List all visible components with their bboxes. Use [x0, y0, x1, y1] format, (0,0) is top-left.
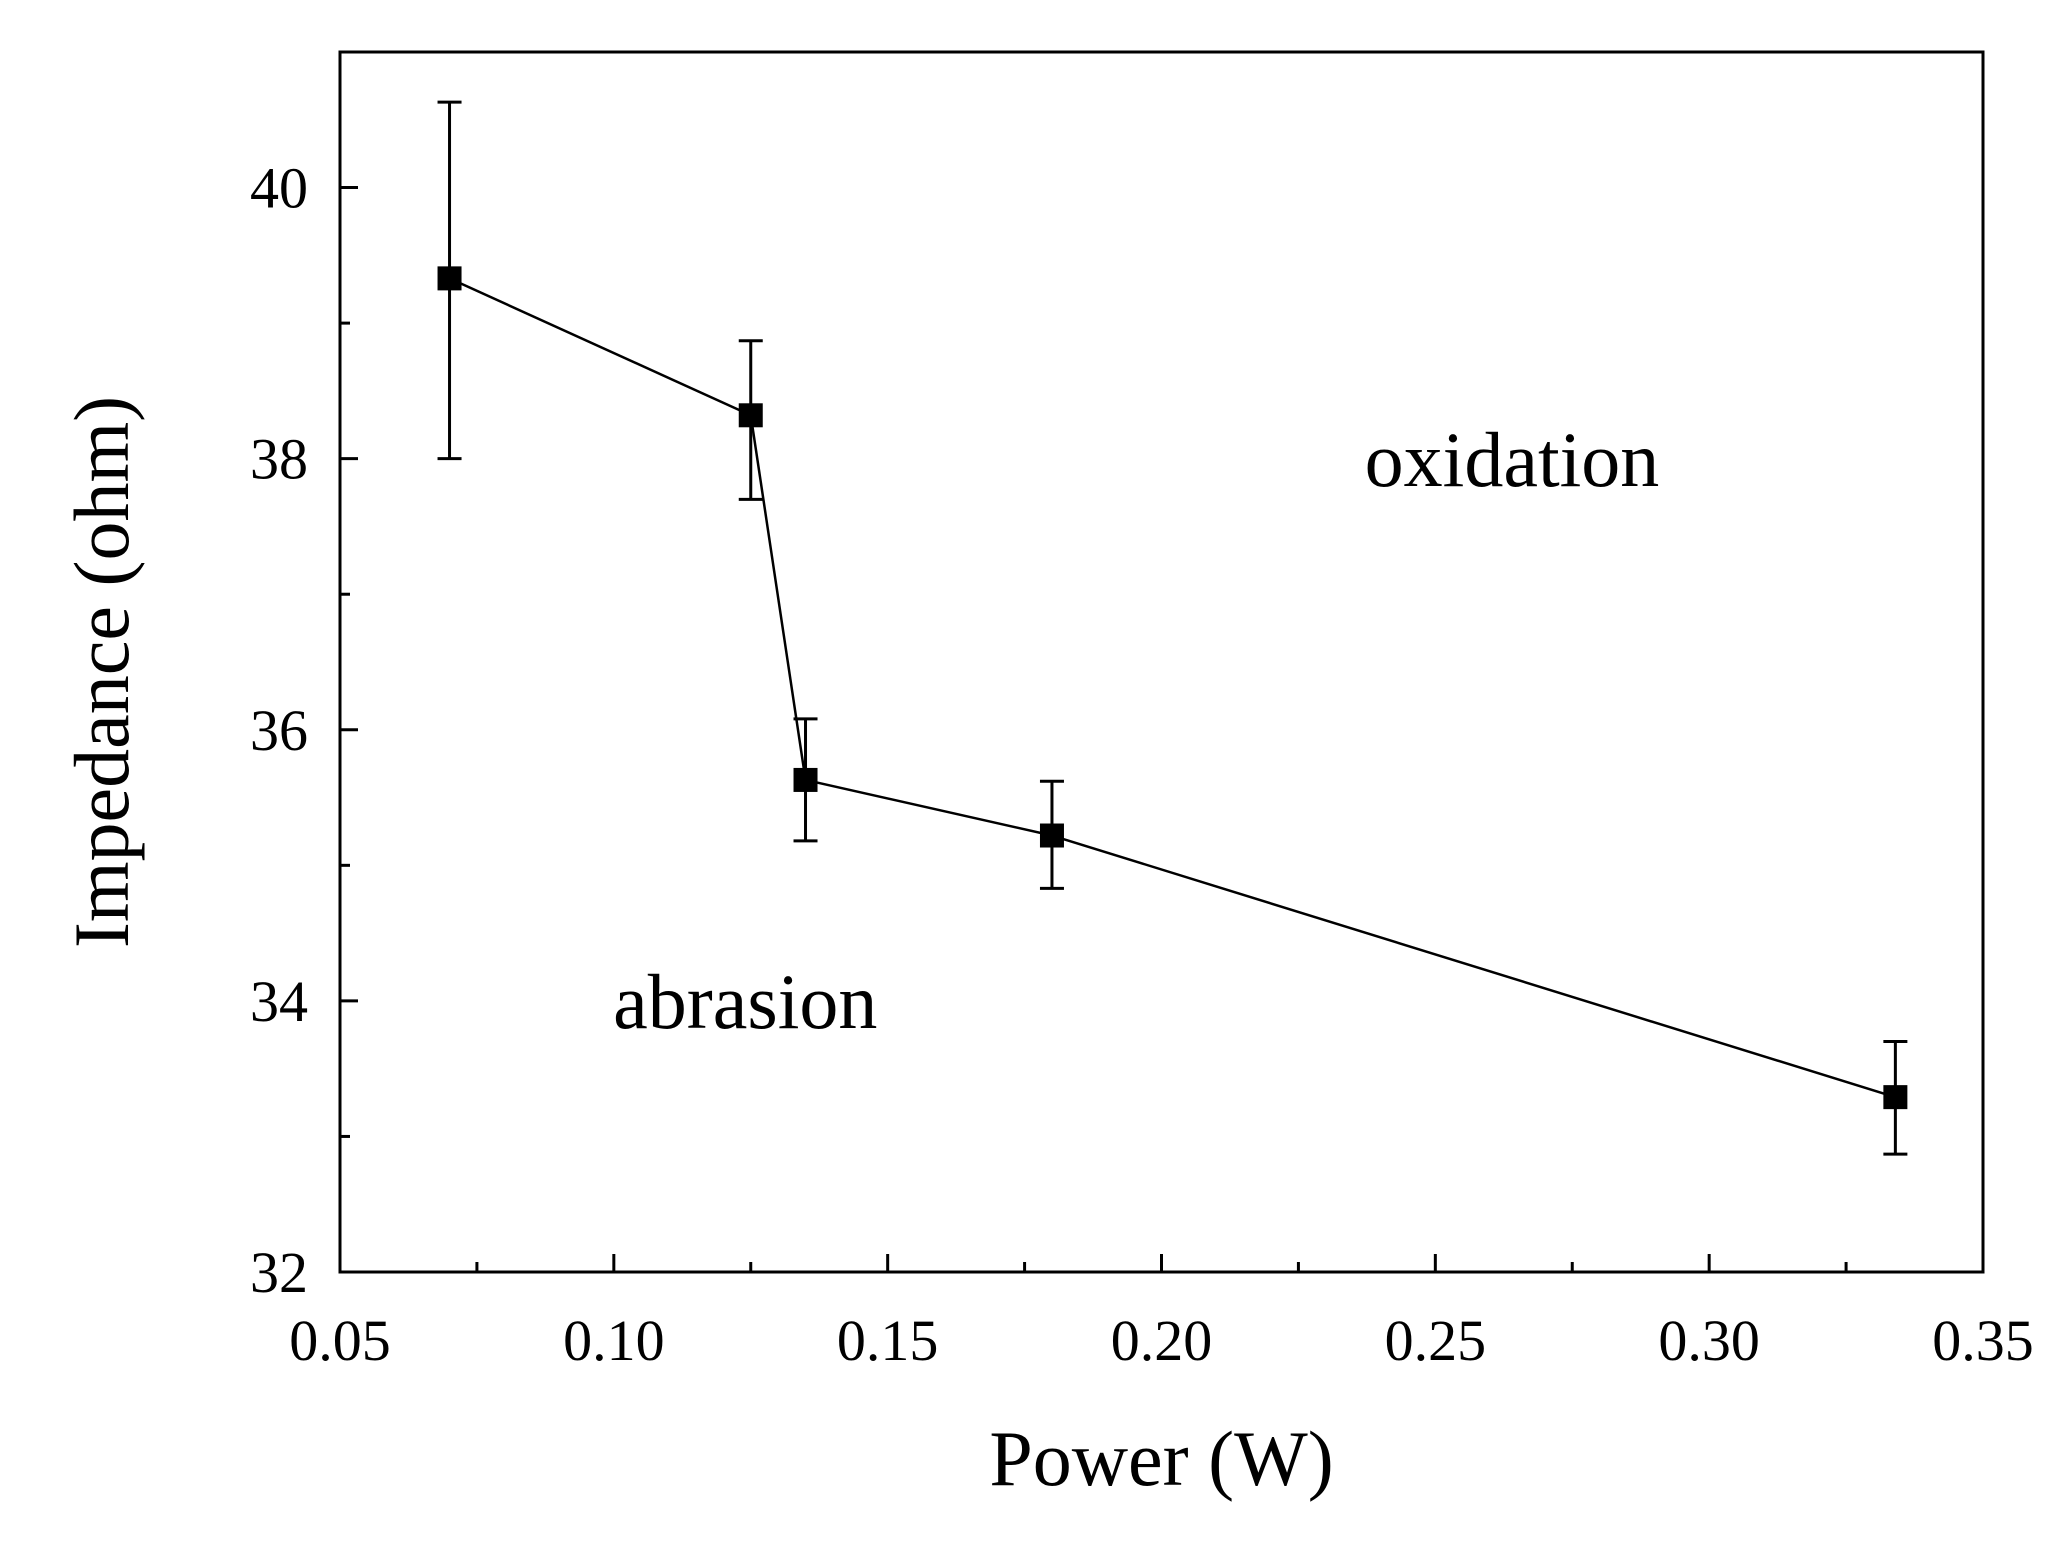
- data-point-square: [793, 767, 818, 792]
- labels-layer: 0.05 0.10 0.15 0.20 0.25 0.30 0.35 32 34 36 38 40 ox…: [250, 156, 2034, 1373]
- x-axis-title: Power (W): [989, 1415, 1333, 1502]
- x-tick-label: 0.35: [1932, 1308, 2034, 1373]
- annotation-label: oxidation: [1365, 416, 1660, 503]
- series-line-segment: [1051, 834, 1896, 1099]
- series-line-segment: [449, 277, 752, 417]
- data-point-square: [738, 403, 763, 428]
- annotation-label: abrasion: [613, 958, 877, 1045]
- x-tick-label: 0.15: [837, 1308, 939, 1373]
- data-point-square: [1039, 823, 1064, 848]
- data-point-square: [1883, 1085, 1908, 1110]
- x-tick-label: 0.25: [1385, 1308, 1487, 1373]
- x-tick-label: 0.05: [289, 1308, 391, 1373]
- y-tick-label: 36: [250, 698, 308, 763]
- x-tick-label: 0.20: [1111, 1308, 1213, 1373]
- x-tick-label: 0.10: [563, 1308, 665, 1373]
- y-tick-label: 34: [250, 969, 308, 1034]
- y-tick-label: 38: [250, 427, 308, 492]
- x-tick-label: 0.30: [1658, 1308, 1760, 1373]
- y-tick-label: 40: [250, 156, 308, 221]
- marks-layer: [437, 100, 1908, 1156]
- y-tick-label: 32: [250, 1240, 308, 1305]
- series-line-segment: [805, 778, 1053, 837]
- y-axis-title: Impedance (ohm): [58, 396, 145, 948]
- ticks-layer: [338, 50, 1985, 1274]
- data-point-square: [437, 266, 462, 291]
